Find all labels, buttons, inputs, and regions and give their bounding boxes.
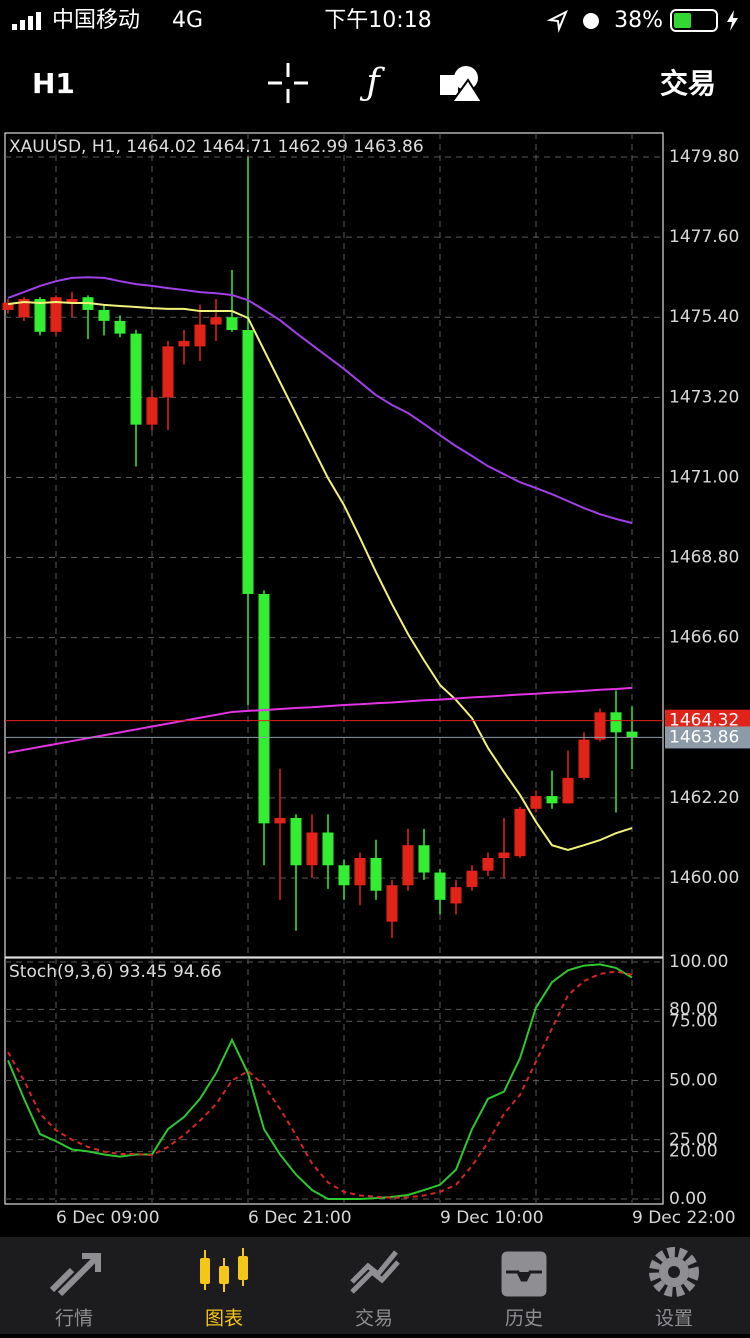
- battery-percent: 38%: [614, 8, 663, 33]
- tab-label[interactable]: 交易: [355, 1308, 393, 1330]
- candle-body: [451, 887, 462, 903]
- signal-bar: [12, 24, 17, 30]
- candle-body: [147, 397, 158, 424]
- y-tick-label: 0.00: [669, 1189, 707, 1209]
- tab-label[interactable]: 图表: [205, 1308, 243, 1330]
- y-tick-label: 1468.80: [669, 548, 739, 568]
- y-tick-label: 1479.80: [669, 147, 739, 167]
- panel-title: XAUUSD, H1, 1464.02 1464.71 1462.99 1463…: [9, 137, 424, 157]
- candle-body: [515, 809, 526, 856]
- alarm-icon: [583, 13, 599, 29]
- y-tick-label: 1471.00: [669, 467, 739, 487]
- candle-body: [163, 346, 174, 397]
- candle-body: [307, 832, 318, 865]
- candle-body: [211, 317, 222, 324]
- candle-body: [243, 330, 254, 594]
- candle-body: [259, 594, 270, 823]
- candle-body: [403, 845, 414, 885]
- candle-body: [227, 317, 238, 330]
- signal-bar: [36, 12, 41, 30]
- candle-body: [195, 325, 206, 347]
- tab-label[interactable]: 历史: [505, 1308, 543, 1330]
- x-tick-label: 9 Dec 22:00: [632, 1208, 736, 1228]
- candle-body: [579, 740, 590, 778]
- panel-title: Stoch(9,3,6) 93.45 94.66: [9, 962, 222, 982]
- candle-body: [371, 858, 382, 891]
- candle-body: [483, 858, 494, 871]
- candle-body: [627, 732, 638, 738]
- price-tag-label: 1463.86: [669, 727, 739, 747]
- candle-body: [563, 778, 574, 803]
- status-bar: 中国移动 4G 下午10:18 38%: [12, 8, 738, 33]
- candle-body: [339, 865, 350, 885]
- candle-body: [115, 321, 126, 334]
- tab-label[interactable]: 设置: [655, 1308, 693, 1330]
- candle-body: [499, 852, 510, 857]
- network: 4G: [172, 8, 203, 33]
- candle-body: [323, 832, 334, 865]
- candle-body: [467, 871, 478, 887]
- carrier: 中国移动: [52, 8, 140, 33]
- candle-body: [435, 873, 446, 900]
- x-tick-label: 6 Dec 21:00: [248, 1208, 352, 1228]
- clock: 下午10:18: [324, 8, 431, 33]
- candle-body: [355, 858, 366, 885]
- candle-body: [611, 712, 622, 732]
- y-tick-label: 1473.20: [669, 387, 739, 407]
- tab-label[interactable]: 行情: [55, 1308, 93, 1330]
- y-tick-label: 1460.00: [669, 868, 739, 888]
- candle-body: [99, 310, 110, 321]
- candle-body: [387, 885, 398, 921]
- battery-level: [674, 13, 691, 28]
- y-tick-label: 75.00: [669, 1011, 718, 1031]
- candle-body: [179, 341, 190, 346]
- signal-bar: [20, 20, 25, 30]
- y-tick-label: 1462.20: [669, 788, 739, 808]
- candle-body: [547, 796, 558, 803]
- candle-body: [275, 818, 286, 823]
- y-tick-label: 1477.60: [669, 227, 739, 247]
- y-tick-label: 1466.60: [669, 628, 739, 648]
- y-tick-label: 1475.40: [669, 307, 739, 327]
- candle-body: [419, 845, 430, 872]
- candle-body: [531, 796, 542, 809]
- x-tick-label: 6 Dec 09:00: [56, 1208, 160, 1228]
- y-tick-label: 20.00: [669, 1142, 718, 1162]
- trade-button[interactable]: 交易: [660, 67, 716, 100]
- timeframe-button[interactable]: H1: [32, 67, 75, 100]
- signal-bar: [28, 16, 33, 30]
- candle-body: [595, 712, 606, 739]
- y-tick-label: 100.00: [669, 952, 728, 972]
- x-tick-label: 9 Dec 10:00: [440, 1208, 544, 1228]
- candle-body: [291, 818, 302, 865]
- candle-body: [131, 334, 142, 425]
- y-tick-label: 50.00: [669, 1071, 718, 1091]
